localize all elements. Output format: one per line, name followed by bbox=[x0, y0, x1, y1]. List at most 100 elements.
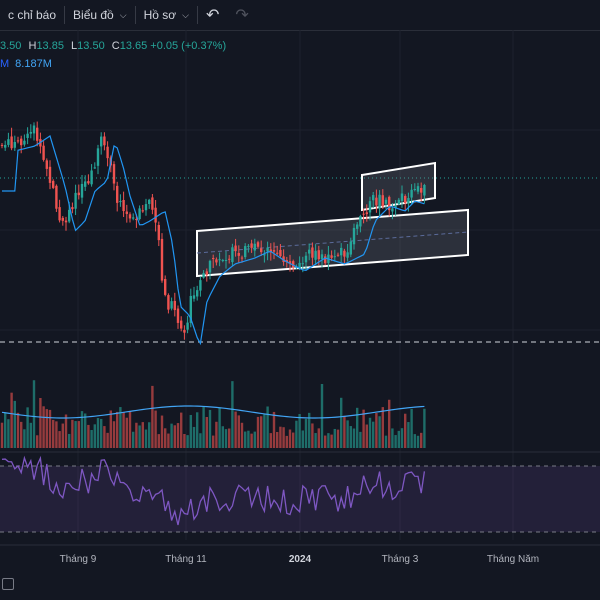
volume-bar bbox=[397, 430, 400, 448]
candle-body bbox=[375, 197, 378, 206]
candle-body bbox=[93, 167, 96, 169]
candle-body bbox=[320, 254, 324, 260]
volume-bar bbox=[298, 414, 301, 448]
volume-bar bbox=[167, 433, 170, 448]
volume-bar bbox=[208, 409, 212, 448]
candle-body bbox=[192, 295, 196, 299]
volume-bar bbox=[29, 422, 32, 448]
volume-bar bbox=[96, 418, 100, 448]
volume-bar bbox=[320, 383, 324, 448]
candle-body bbox=[138, 208, 141, 220]
candle-body bbox=[125, 211, 128, 214]
volume-bar bbox=[359, 431, 362, 448]
undo-button[interactable]: ↶ bbox=[198, 0, 227, 30]
volume-bar bbox=[154, 410, 157, 448]
volume-bar bbox=[205, 416, 208, 448]
candle-body bbox=[26, 133, 29, 138]
volume-bar bbox=[282, 427, 285, 448]
profile-menu-button[interactable]: Hồ sơ ⌵ bbox=[136, 0, 197, 30]
volume-bar bbox=[301, 430, 304, 448]
volume-bar bbox=[212, 435, 215, 448]
candle-body bbox=[141, 210, 144, 212]
volume-bar bbox=[340, 397, 343, 448]
candle-body bbox=[180, 320, 183, 329]
candle-body bbox=[378, 194, 381, 209]
volume-bar bbox=[352, 428, 356, 448]
volume-bar bbox=[7, 419, 10, 448]
volume-bar bbox=[346, 420, 349, 448]
volume-bar bbox=[228, 428, 231, 448]
candle-body bbox=[298, 262, 301, 269]
volume-bar bbox=[333, 428, 336, 448]
indicators-button[interactable]: c chỉ báo bbox=[0, 0, 64, 30]
candle-body bbox=[362, 213, 365, 215]
candle-body bbox=[336, 254, 340, 256]
chart-menu-label: Biểu đồ bbox=[73, 8, 114, 22]
screenshot-icon[interactable] bbox=[2, 578, 14, 590]
volume-bar bbox=[138, 425, 141, 448]
ma-value: 8.187M bbox=[15, 58, 52, 70]
price-chart[interactable]: Tháng 9 Tháng 11 2024 Tháng 3 Tháng Năm bbox=[0, 30, 600, 600]
candle-body bbox=[189, 295, 192, 323]
candle-body bbox=[23, 140, 26, 145]
volume-bar bbox=[61, 423, 64, 448]
volume-bar bbox=[45, 409, 48, 448]
candle-body bbox=[247, 245, 250, 247]
candle-body bbox=[77, 192, 80, 196]
volume-bar bbox=[256, 416, 260, 448]
volume-bar bbox=[122, 412, 125, 448]
candle-body bbox=[260, 248, 263, 253]
volume-bar bbox=[36, 435, 39, 448]
volume-bar bbox=[148, 422, 151, 448]
candle-body bbox=[74, 192, 77, 209]
candle-body bbox=[404, 196, 407, 203]
candle-body bbox=[416, 186, 420, 192]
volume-bar bbox=[327, 433, 330, 448]
volume-bar bbox=[250, 433, 253, 448]
volume-bar bbox=[336, 429, 340, 448]
candle-body bbox=[173, 300, 176, 311]
volume-bar bbox=[407, 422, 410, 448]
candle-body bbox=[128, 214, 132, 219]
volume-bar bbox=[410, 408, 413, 448]
volume-bar bbox=[180, 412, 183, 448]
volume-bar bbox=[400, 428, 404, 448]
candle-body bbox=[103, 136, 106, 146]
candle-body bbox=[423, 184, 426, 196]
volume-bar bbox=[234, 411, 237, 448]
candle-body bbox=[250, 243, 253, 248]
candle-body bbox=[314, 250, 317, 260]
candle-body bbox=[106, 146, 109, 159]
candle-body bbox=[71, 207, 74, 210]
candle-body bbox=[176, 308, 180, 323]
volume-bar bbox=[0, 422, 4, 448]
candle-body bbox=[397, 199, 400, 205]
change-value: +0.05 (+0.37%) bbox=[150, 40, 227, 52]
candle-body bbox=[234, 245, 237, 252]
candle-body bbox=[263, 254, 266, 256]
volume-bar bbox=[237, 415, 240, 448]
volume-bar bbox=[231, 381, 234, 448]
candle-body bbox=[359, 216, 362, 227]
candle-body bbox=[304, 255, 308, 263]
volume-bar bbox=[173, 425, 176, 448]
volume-bar bbox=[362, 409, 365, 448]
volume-bar bbox=[164, 428, 167, 448]
redo-button[interactable]: ↷ bbox=[227, 0, 256, 30]
volume-bar bbox=[199, 433, 202, 448]
candle-body bbox=[183, 329, 186, 333]
chart-menu-button[interactable]: Biểu đồ ⌵ bbox=[65, 0, 135, 30]
volume-bar bbox=[151, 385, 154, 448]
volume-bar bbox=[48, 409, 52, 448]
chevron-down-icon: ⌵ bbox=[119, 9, 127, 20]
volume-bar bbox=[141, 422, 144, 448]
volume-bar bbox=[304, 418, 308, 448]
volume-bar bbox=[260, 416, 263, 448]
candle-body bbox=[186, 322, 189, 330]
candle-body bbox=[68, 209, 71, 222]
candle-body bbox=[330, 255, 333, 258]
top-toolbar: c chỉ báo Biểu đồ ⌵ Hồ sơ ⌵ ↶ ↷ bbox=[0, 0, 600, 31]
candle-body bbox=[164, 279, 167, 295]
volume-bar bbox=[288, 429, 292, 448]
volume-bar bbox=[4, 412, 7, 448]
